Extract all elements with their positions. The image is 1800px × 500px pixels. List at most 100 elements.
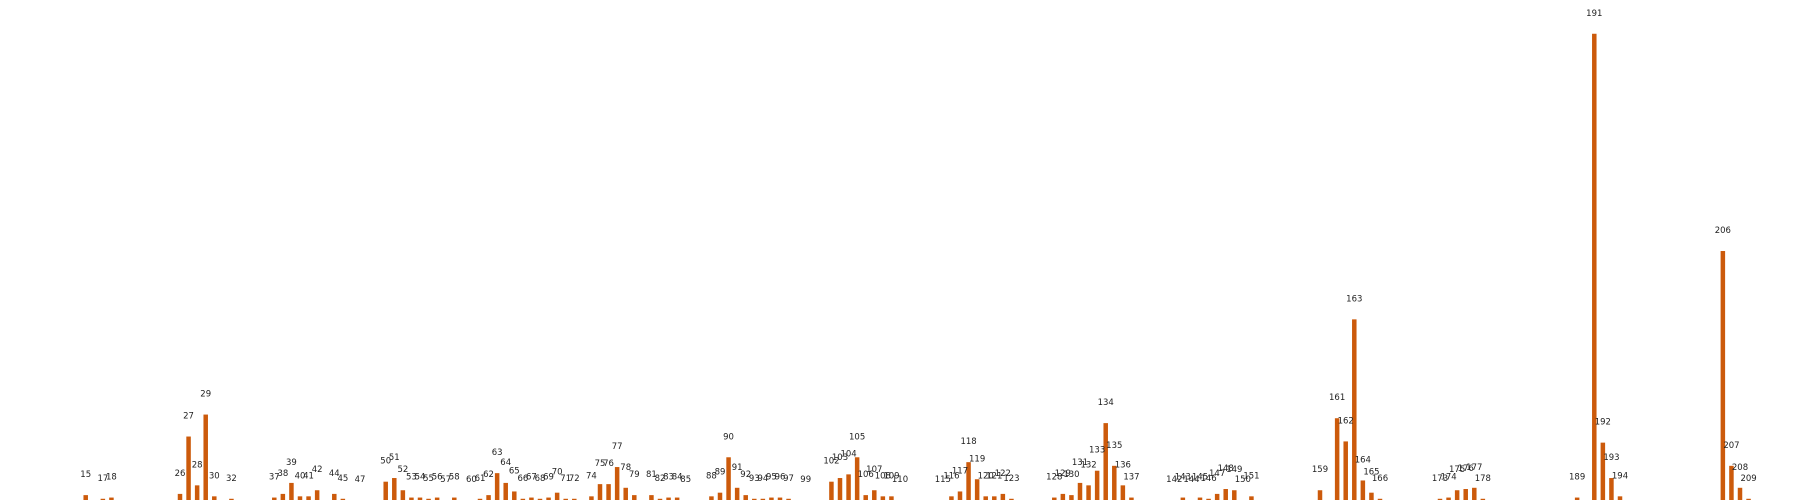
bar-label-15: 15 — [80, 470, 91, 480]
bar-93 — [752, 498, 757, 500]
bar-label-91: 91 — [732, 463, 743, 473]
bar-label-115: 115 — [935, 475, 951, 485]
bar-145 — [1197, 497, 1203, 500]
bar-label-176: 176 — [1458, 464, 1474, 474]
bar-label-93: 93 — [749, 474, 760, 484]
bar-28 — [194, 485, 200, 500]
bar-label-173: 173 — [1432, 474, 1448, 484]
bar-83 — [666, 497, 671, 500]
bar-92 — [743, 495, 748, 500]
bar-label-117: 117 — [952, 466, 968, 476]
bar-161 — [1334, 418, 1340, 500]
bar-label-56: 56 — [432, 473, 443, 483]
bar-label-149: 149 — [1226, 465, 1242, 475]
bar-163 — [1352, 319, 1357, 500]
bar-label-194: 194 — [1612, 471, 1628, 481]
bar-45 — [340, 498, 346, 500]
bar-165 — [1369, 492, 1374, 500]
bar-label-39: 39 — [286, 458, 297, 468]
bar-label-109: 109 — [883, 471, 899, 481]
bar-177 — [1472, 487, 1477, 500]
bar-79 — [632, 495, 637, 500]
bar-label-55: 55 — [423, 474, 434, 484]
bar-17 — [100, 498, 106, 500]
bar-label-27: 27 — [183, 412, 194, 422]
bar-120 — [983, 496, 988, 500]
bar-51 — [392, 478, 397, 500]
bar-label-161: 161 — [1329, 393, 1345, 403]
bar-27 — [186, 436, 191, 500]
bar-label-30: 30 — [209, 471, 220, 481]
bar-label-120: 120 — [978, 471, 994, 481]
bar-label-142: 142 — [1166, 475, 1182, 485]
bar-label-122: 122 — [995, 469, 1011, 479]
bar-77 — [614, 467, 620, 500]
bar-175 — [1454, 490, 1460, 500]
bar-104 — [846, 474, 851, 500]
bar-189 — [1574, 497, 1580, 500]
bar-94 — [760, 498, 766, 500]
bar-label-81: 81 — [646, 470, 657, 480]
bar-74 — [589, 496, 594, 500]
bar-label-70: 70 — [552, 468, 563, 478]
bar-136 — [1120, 485, 1126, 500]
bar-label-191: 191 — [1586, 9, 1602, 19]
bar-61 — [477, 498, 483, 500]
bar-194 — [1617, 496, 1623, 500]
bar-label-129: 129 — [1055, 469, 1071, 479]
bar-209 — [1746, 498, 1751, 500]
bar-label-69: 69 — [543, 473, 554, 483]
bar-58 — [452, 497, 457, 500]
bar-208 — [1737, 487, 1743, 500]
bar-label-207: 207 — [1723, 441, 1739, 451]
bar-119 — [974, 479, 980, 500]
bar-133 — [1094, 470, 1100, 500]
bar-label-42: 42 — [312, 465, 323, 475]
bar-label-128: 128 — [1046, 473, 1062, 483]
bar-146 — [1206, 498, 1211, 500]
bar-label-144: 144 — [1183, 475, 1199, 485]
bar-label-193: 193 — [1603, 453, 1619, 463]
bar-123 — [1009, 498, 1014, 500]
bar-label-79: 79 — [629, 470, 640, 480]
bar-103 — [837, 478, 843, 500]
bar-55 — [426, 498, 431, 500]
bar-label-164: 164 — [1355, 455, 1371, 465]
bar-label-102: 102 — [823, 457, 839, 467]
bar-label-119: 119 — [969, 454, 985, 464]
bar-176 — [1463, 489, 1468, 500]
bar-193 — [1609, 478, 1614, 500]
bar-56 — [434, 497, 440, 500]
bar-label-52: 52 — [397, 465, 408, 475]
bar-78 — [623, 487, 628, 500]
bar-117 — [957, 491, 963, 500]
bar-label-174: 174 — [1440, 473, 1456, 483]
bar-90 — [726, 457, 731, 500]
bar-81 — [649, 495, 654, 500]
bar-135 — [1112, 465, 1117, 500]
bar-label-45: 45 — [337, 474, 348, 484]
bar-label-123: 123 — [1003, 474, 1019, 484]
bar-95 — [769, 497, 774, 500]
bar-label-99: 99 — [800, 475, 811, 485]
bar-label-208: 208 — [1732, 463, 1748, 473]
bar-88 — [709, 496, 714, 500]
bar-label-84: 84 — [672, 473, 683, 483]
bar-207 — [1729, 465, 1734, 500]
bar-128 — [1052, 497, 1057, 500]
bar-label-108: 108 — [875, 471, 891, 481]
bar-174 — [1446, 497, 1451, 500]
bar-label-130: 130 — [1063, 470, 1079, 480]
bar-37 — [272, 497, 277, 500]
bar-label-40: 40 — [295, 471, 306, 481]
bar-206 — [1720, 251, 1726, 500]
bar-label-63: 63 — [492, 448, 503, 458]
bar-69 — [546, 497, 551, 500]
bar-label-151: 151 — [1243, 471, 1259, 481]
bar-191 — [1592, 33, 1597, 500]
bar-label-77: 77 — [612, 442, 623, 452]
bar-38 — [280, 493, 286, 500]
bar-29 — [203, 414, 208, 500]
